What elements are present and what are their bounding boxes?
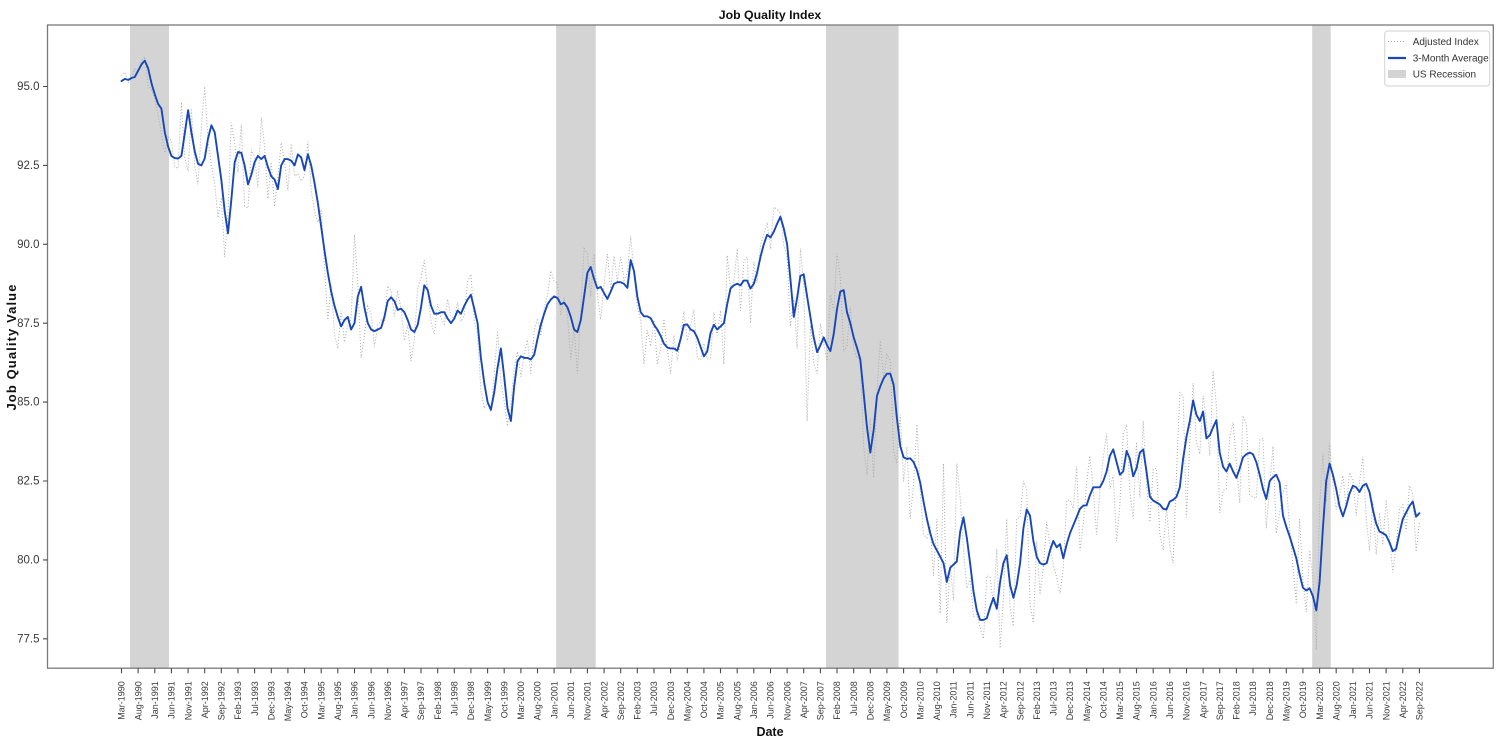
svg-text:Jun-2016: Jun-2016 bbox=[1165, 681, 1175, 719]
svg-text:Apr-2007: Apr-2007 bbox=[799, 681, 809, 718]
svg-text:Jan-2021: Jan-2021 bbox=[1348, 681, 1358, 719]
svg-text:Feb-2008: Feb-2008 bbox=[832, 681, 842, 720]
svg-text:Apr-1992: Apr-1992 bbox=[200, 681, 210, 718]
svg-text:Dec-2018: Dec-2018 bbox=[1265, 681, 1275, 720]
svg-text:Feb-2018: Feb-2018 bbox=[1232, 681, 1242, 720]
svg-text:Jun-1991: Jun-1991 bbox=[167, 681, 177, 719]
svg-text:Jul-2003: Jul-2003 bbox=[649, 681, 659, 716]
svg-text:Jun-1996: Jun-1996 bbox=[366, 681, 376, 719]
svg-text:90.0: 90.0 bbox=[17, 239, 39, 251]
svg-text:92.5: 92.5 bbox=[17, 160, 39, 172]
svg-text:US Recession: US Recession bbox=[1413, 70, 1476, 81]
svg-text:3-Month Average: 3-Month Average bbox=[1413, 54, 1489, 65]
svg-text:Feb-1993: Feb-1993 bbox=[233, 681, 243, 720]
svg-text:Sep-2012: Sep-2012 bbox=[1015, 681, 1025, 720]
svg-text:77.5: 77.5 bbox=[17, 633, 39, 645]
svg-text:Jan-2016: Jan-2016 bbox=[1148, 681, 1158, 719]
svg-text:Jan-2011: Jan-2011 bbox=[949, 681, 959, 718]
svg-text:May-2009: May-2009 bbox=[882, 681, 892, 721]
svg-text:Jan-2001: Jan-2001 bbox=[549, 681, 559, 719]
svg-text:May-1999: May-1999 bbox=[483, 681, 493, 721]
svg-text:May-2004: May-2004 bbox=[683, 681, 693, 721]
svg-text:Sep-2017: Sep-2017 bbox=[1215, 681, 1225, 720]
svg-text:Adjusted Index: Adjusted Index bbox=[1413, 37, 1479, 48]
svg-text:Jul-1993: Jul-1993 bbox=[250, 681, 260, 716]
svg-text:Sep-2022: Sep-2022 bbox=[1415, 681, 1425, 720]
svg-text:Aug-2020: Aug-2020 bbox=[1331, 681, 1341, 720]
svg-text:Apr-2012: Apr-2012 bbox=[999, 681, 1009, 718]
svg-text:Dec-1993: Dec-1993 bbox=[267, 681, 277, 720]
svg-text:Jul-2008: Jul-2008 bbox=[849, 681, 859, 716]
svg-text:Nov-2021: Nov-2021 bbox=[1381, 681, 1391, 720]
svg-text:Aug-2005: Aug-2005 bbox=[732, 681, 742, 720]
svg-text:Feb-2003: Feb-2003 bbox=[633, 681, 643, 720]
svg-text:80.0: 80.0 bbox=[17, 555, 39, 567]
svg-text:Oct-1999: Oct-1999 bbox=[499, 681, 509, 718]
svg-text:Oct-2009: Oct-2009 bbox=[899, 681, 909, 718]
svg-text:Dec-2008: Dec-2008 bbox=[866, 681, 876, 720]
svg-text:Mar-2015: Mar-2015 bbox=[1115, 681, 1125, 720]
svg-text:Jan-1991: Jan-1991 bbox=[150, 681, 160, 719]
svg-text:87.5: 87.5 bbox=[17, 318, 39, 330]
svg-text:Jul-2013: Jul-2013 bbox=[1049, 681, 1059, 716]
svg-text:Dec-1998: Dec-1998 bbox=[466, 681, 476, 720]
svg-text:Apr-2022: Apr-2022 bbox=[1398, 681, 1408, 718]
svg-text:Apr-2002: Apr-2002 bbox=[599, 681, 609, 718]
svg-text:Nov-2011: Nov-2011 bbox=[982, 681, 992, 719]
svg-text:82.5: 82.5 bbox=[17, 476, 39, 488]
svg-text:Nov-2001: Nov-2001 bbox=[583, 681, 593, 720]
svg-text:Aug-2000: Aug-2000 bbox=[533, 681, 543, 720]
svg-text:Date: Date bbox=[756, 725, 783, 739]
svg-text:Feb-1998: Feb-1998 bbox=[433, 681, 443, 720]
svg-text:Mar-2005: Mar-2005 bbox=[716, 681, 726, 720]
svg-text:Jan-2006: Jan-2006 bbox=[749, 681, 759, 719]
svg-text:85.0: 85.0 bbox=[17, 397, 39, 409]
svg-text:Mar-2020: Mar-2020 bbox=[1315, 681, 1325, 720]
svg-text:Feb-2013: Feb-2013 bbox=[1032, 681, 1042, 720]
svg-text:Sep-1992: Sep-1992 bbox=[217, 681, 227, 720]
svg-text:Jun-2021: Jun-2021 bbox=[1365, 681, 1375, 719]
svg-text:Mar-1990: Mar-1990 bbox=[117, 681, 127, 720]
svg-text:Dec-2013: Dec-2013 bbox=[1065, 681, 1075, 720]
svg-text:95.0: 95.0 bbox=[17, 81, 39, 93]
svg-text:Oct-2014: Oct-2014 bbox=[1099, 681, 1109, 718]
svg-text:Nov-1991: Nov-1991 bbox=[183, 681, 193, 720]
svg-text:Aug-2010: Aug-2010 bbox=[932, 681, 942, 720]
svg-text:Aug-1990: Aug-1990 bbox=[133, 681, 143, 720]
svg-text:Mar-2000: Mar-2000 bbox=[516, 681, 526, 720]
svg-text:Jun-2001: Jun-2001 bbox=[566, 681, 576, 719]
svg-text:Job Quality Index: Job Quality Index bbox=[719, 8, 822, 22]
svg-text:Nov-2006: Nov-2006 bbox=[782, 681, 792, 720]
svg-text:Sep-2007: Sep-2007 bbox=[816, 681, 826, 720]
svg-text:Mar-1995: Mar-1995 bbox=[316, 681, 326, 720]
svg-text:Oct-1994: Oct-1994 bbox=[300, 681, 310, 718]
svg-text:Nov-1996: Nov-1996 bbox=[383, 681, 393, 720]
svg-text:May-2019: May-2019 bbox=[1282, 681, 1292, 721]
svg-text:May-1994: May-1994 bbox=[283, 681, 293, 721]
svg-text:Sep-2002: Sep-2002 bbox=[616, 681, 626, 720]
svg-text:Apr-2017: Apr-2017 bbox=[1198, 681, 1208, 718]
svg-text:Jun-2006: Jun-2006 bbox=[766, 681, 776, 719]
svg-text:Nov-2016: Nov-2016 bbox=[1182, 681, 1192, 720]
svg-text:Jul-2018: Jul-2018 bbox=[1248, 681, 1258, 716]
svg-text:Job Quality Value: Job Quality Value bbox=[4, 283, 19, 410]
svg-text:Aug-1995: Aug-1995 bbox=[333, 681, 343, 720]
svg-text:Apr-1997: Apr-1997 bbox=[400, 681, 410, 718]
svg-text:Jan-1996: Jan-1996 bbox=[350, 681, 360, 719]
svg-text:Jun-2011: Jun-2011 bbox=[965, 681, 975, 718]
svg-text:Sep-1997: Sep-1997 bbox=[416, 681, 426, 720]
svg-text:Oct-2019: Oct-2019 bbox=[1298, 681, 1308, 718]
svg-text:Jul-1998: Jul-1998 bbox=[450, 681, 460, 716]
svg-text:Oct-2004: Oct-2004 bbox=[699, 681, 709, 718]
svg-text:May-2014: May-2014 bbox=[1082, 681, 1092, 721]
svg-text:Mar-2010: Mar-2010 bbox=[915, 681, 925, 720]
svg-text:Dec-2003: Dec-2003 bbox=[666, 681, 676, 720]
svg-text:Aug-2015: Aug-2015 bbox=[1132, 681, 1142, 720]
